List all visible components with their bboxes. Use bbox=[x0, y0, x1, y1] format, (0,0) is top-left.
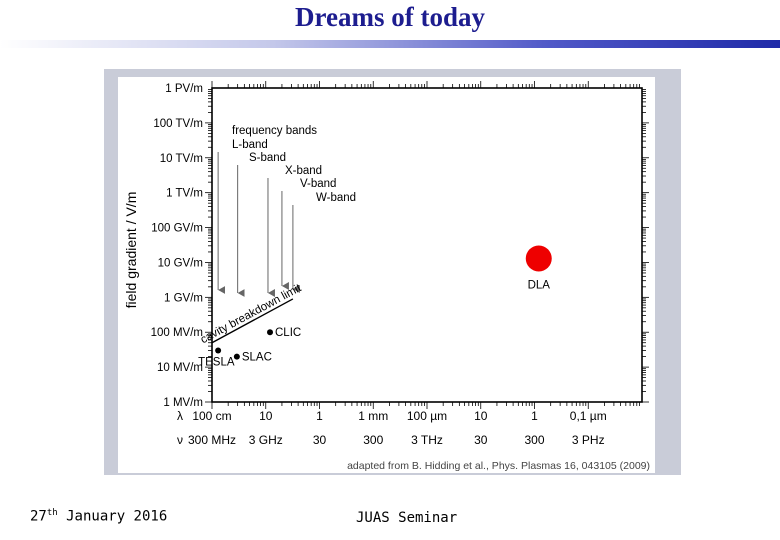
band-label: W-band bbox=[316, 192, 356, 204]
breakdown-limit-line bbox=[211, 298, 294, 344]
footer-date-suffix: th bbox=[46, 508, 58, 518]
figure-background bbox=[118, 77, 655, 473]
x-tick-label: 3 GHz bbox=[249, 433, 283, 447]
x-tick-label: 10 bbox=[474, 409, 488, 423]
band-label: S-band bbox=[249, 152, 286, 164]
y-tick-label: 10 TV/m bbox=[160, 153, 203, 165]
x-tick-label: 300 bbox=[524, 433, 544, 447]
x-tick-label: 300 MHz bbox=[188, 433, 236, 447]
y-tick-label: 1 MV/m bbox=[163, 397, 203, 409]
y-tick-label: 100 TV/m bbox=[153, 118, 203, 130]
x-tick-label: 100 cm bbox=[192, 409, 231, 423]
y-tick-label: 100 MV/m bbox=[151, 327, 203, 339]
source-note: adapted from B. Hidding et al., Phys. Pl… bbox=[347, 460, 650, 472]
y-tick-label: 1 GV/m bbox=[164, 292, 203, 304]
x-tick-label: 1 bbox=[531, 409, 538, 423]
title-rule bbox=[0, 40, 780, 48]
point-clic bbox=[267, 329, 274, 336]
x-row-symbol: ν bbox=[177, 433, 183, 447]
x-tick-label: 30 bbox=[313, 433, 327, 447]
x-tick-label: 100 µm bbox=[407, 409, 447, 423]
point-label: SLAC bbox=[242, 352, 272, 364]
x-tick-label: 3 THz bbox=[411, 433, 443, 447]
y-tick-label: 10 GV/m bbox=[158, 257, 203, 269]
footer-date: 27th January 2016 bbox=[30, 508, 167, 525]
footer-seminar: JUAS Seminar bbox=[356, 510, 458, 526]
point-slac bbox=[233, 353, 240, 360]
point-dla bbox=[525, 245, 552, 272]
point-label: TESLA bbox=[198, 356, 235, 368]
y-tick-label: 10 MV/m bbox=[157, 362, 203, 374]
x-tick-label: 1 bbox=[316, 409, 323, 423]
x-tick-label: 0,1 µm bbox=[570, 409, 607, 423]
slide-title: Dreams of today bbox=[295, 2, 485, 32]
y-tick-label: 1 TV/m bbox=[166, 188, 203, 200]
x-tick-label: 1 mm bbox=[358, 409, 388, 423]
plot-area bbox=[211, 87, 643, 403]
y-tick-label: 100 GV/m bbox=[151, 223, 203, 235]
y-axis-title: field gradient / V/m bbox=[123, 192, 139, 309]
footer-date-rest: January 2016 bbox=[57, 508, 168, 525]
x-tick-label: 10 bbox=[259, 409, 273, 423]
y-tick-label: 1 PV/m bbox=[165, 83, 203, 95]
band-label: V-band bbox=[300, 178, 336, 190]
x-tick-label: 300 bbox=[363, 433, 383, 447]
band-label: L-band bbox=[232, 139, 268, 151]
point-label: CLIC bbox=[275, 327, 301, 339]
x-row-symbol: λ bbox=[177, 409, 183, 423]
frequency-bands-title: frequency bands bbox=[232, 125, 317, 137]
point-tesla bbox=[215, 347, 222, 354]
x-tick-label: 3 PHz bbox=[572, 433, 605, 447]
footer-date-day: 27 bbox=[30, 508, 47, 525]
point-label: DLA bbox=[528, 279, 551, 291]
band-label: X-band bbox=[285, 165, 322, 177]
x-tick-label: 30 bbox=[474, 433, 488, 447]
